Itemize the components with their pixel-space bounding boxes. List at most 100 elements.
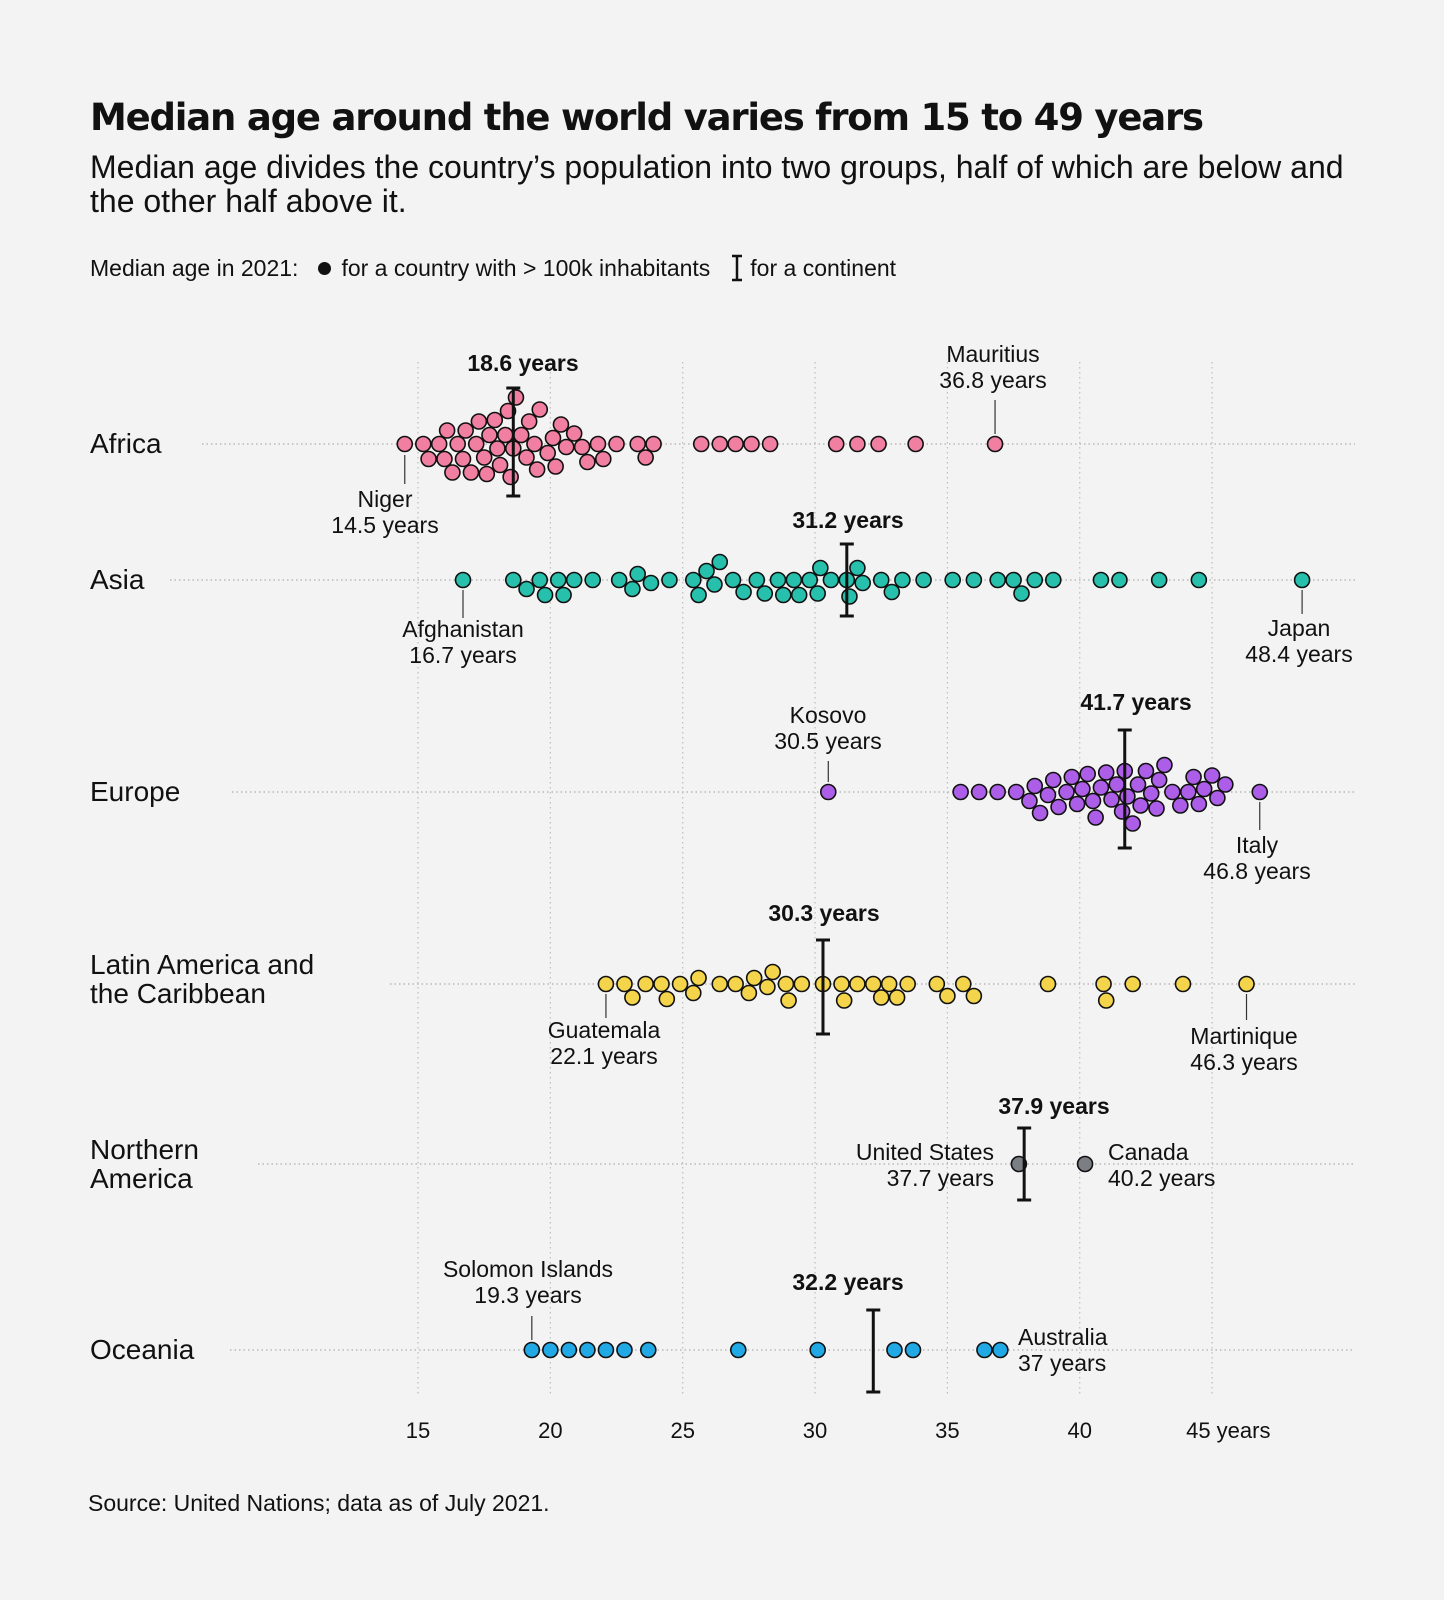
country-dot bbox=[497, 426, 514, 444]
country-dot bbox=[555, 586, 572, 604]
country-dot bbox=[711, 553, 729, 571]
annotation-country-mauritius: Mauritius bbox=[946, 341, 1039, 367]
country-dot bbox=[1185, 768, 1202, 786]
country-dot bbox=[629, 435, 647, 453]
country-dot bbox=[904, 1341, 922, 1359]
country-dot bbox=[1209, 789, 1226, 807]
country-dot bbox=[1174, 975, 1192, 993]
country-dot bbox=[1074, 780, 1091, 798]
country-dot bbox=[1044, 771, 1062, 789]
country-dot bbox=[706, 576, 723, 593]
country-dot bbox=[481, 426, 498, 444]
country-dot bbox=[954, 975, 972, 993]
country-dot bbox=[526, 435, 543, 453]
country-dot bbox=[573, 438, 591, 456]
country-dot bbox=[579, 1341, 596, 1359]
country-dot bbox=[1076, 1155, 1094, 1173]
country-dot bbox=[822, 571, 840, 589]
country-dot bbox=[883, 583, 901, 601]
country-dot bbox=[793, 975, 811, 993]
country-dot bbox=[1084, 792, 1102, 810]
country-dot bbox=[1137, 762, 1155, 780]
country-dot bbox=[549, 571, 567, 589]
country-dot bbox=[727, 435, 744, 453]
country-dot bbox=[396, 435, 414, 453]
country-dot bbox=[809, 1341, 826, 1359]
country-dot bbox=[724, 571, 742, 589]
country-dot bbox=[849, 975, 866, 993]
country-dot bbox=[584, 571, 602, 589]
country-dot bbox=[624, 580, 641, 598]
series-asia bbox=[170, 542, 1355, 618]
country-dot bbox=[944, 571, 961, 589]
country-dot bbox=[833, 975, 850, 993]
median-label-europe: 41.7 years bbox=[1080, 689, 1191, 715]
country-dot bbox=[1124, 975, 1141, 993]
annotation-value-italy: 46.8 years bbox=[1203, 858, 1310, 884]
country-dot bbox=[589, 435, 607, 453]
country-dot bbox=[504, 571, 522, 589]
country-dot bbox=[547, 458, 564, 475]
annotation-country-australia: Australia bbox=[1018, 1324, 1108, 1350]
country-dot bbox=[759, 978, 776, 996]
country-dot bbox=[888, 989, 906, 1006]
country-dot bbox=[1103, 791, 1120, 808]
annotation-country-japan: Japan bbox=[1268, 615, 1331, 641]
country-dot bbox=[761, 435, 779, 453]
country-dot bbox=[1007, 783, 1025, 801]
country-dot bbox=[414, 435, 432, 453]
country-dot bbox=[1013, 585, 1030, 602]
annotation-value-solomon-islands: 19.3 years bbox=[474, 1282, 581, 1308]
country-dot bbox=[915, 571, 932, 589]
country-dot bbox=[486, 411, 504, 429]
country-dot bbox=[698, 562, 715, 580]
country-dot bbox=[756, 585, 774, 602]
annotation-value-australia: 37 years bbox=[1018, 1350, 1106, 1376]
country-dot bbox=[1039, 786, 1057, 804]
annotation-country-kosovo: Kosovo bbox=[790, 702, 867, 728]
country-dot bbox=[1079, 765, 1096, 783]
country-dot bbox=[629, 565, 647, 583]
annotation-country-martinique: Martinique bbox=[1190, 1023, 1297, 1049]
country-dot bbox=[1097, 992, 1115, 1009]
country-dot bbox=[711, 435, 729, 453]
country-dot bbox=[841, 588, 858, 605]
country-dot bbox=[653, 975, 670, 993]
country-dot bbox=[1238, 975, 1255, 993]
country-dot bbox=[870, 435, 887, 453]
country-dot bbox=[544, 429, 562, 447]
country-dot bbox=[1150, 771, 1168, 789]
annotation-value-united-states: 37.7 years bbox=[887, 1165, 994, 1191]
country-dot bbox=[886, 1341, 903, 1359]
country-dot bbox=[777, 975, 795, 993]
country-dot bbox=[1095, 975, 1112, 993]
median-marker-oceania bbox=[866, 1308, 881, 1394]
country-dot bbox=[872, 989, 890, 1006]
country-dot bbox=[645, 435, 662, 453]
country-dot bbox=[658, 990, 676, 1008]
country-dot bbox=[1113, 803, 1131, 820]
annotation-country-united-states: United States bbox=[856, 1139, 994, 1165]
median-label-latin-america-and-the-caribbean: 30.3 years bbox=[768, 900, 879, 926]
country-dot bbox=[457, 422, 474, 439]
row-label-northern-america-line2: America bbox=[90, 1163, 193, 1194]
country-dot bbox=[780, 992, 797, 1009]
country-dot bbox=[970, 783, 988, 801]
country-dot bbox=[740, 984, 758, 1002]
legend-continent-item: for a continent bbox=[750, 254, 897, 281]
country-dot bbox=[864, 975, 882, 993]
median-label-africa: 18.6 years bbox=[467, 350, 578, 376]
country-dot bbox=[727, 975, 744, 993]
country-dot bbox=[1108, 776, 1126, 793]
annotation-value-guatemala: 22.1 years bbox=[550, 1043, 657, 1069]
x-tick-label-40: 40 bbox=[1068, 1418, 1092, 1443]
country-dot bbox=[518, 449, 535, 466]
country-dot bbox=[880, 975, 898, 993]
country-dot bbox=[809, 585, 826, 602]
row-label-africa: Africa bbox=[90, 428, 162, 459]
country-dot bbox=[899, 975, 916, 993]
country-dot bbox=[565, 571, 583, 589]
series-europe bbox=[232, 728, 1355, 850]
country-dot bbox=[449, 435, 467, 453]
